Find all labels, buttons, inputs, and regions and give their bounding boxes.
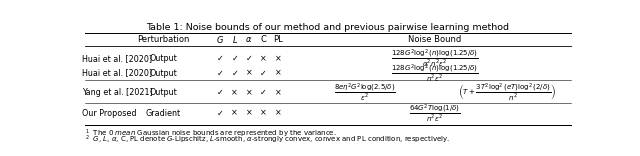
- Text: ×: ×: [275, 109, 281, 117]
- Text: ✓: ✓: [246, 54, 253, 63]
- Text: ×: ×: [275, 54, 281, 63]
- Text: $\dfrac{8e\eta^2 G^2\log(2.5/\delta)}{\varepsilon^2}$: $\dfrac{8e\eta^2 G^2\log(2.5/\delta)}{\v…: [334, 82, 396, 103]
- Text: ×: ×: [260, 54, 267, 63]
- Text: $^2$  $G$, $L$, $\alpha$, C, PL denote $G$-Lipschitz, $L$-smooth, $\alpha$-stron: $^2$ $G$, $L$, $\alpha$, C, PL denote $G…: [85, 133, 450, 146]
- Text: ×: ×: [232, 109, 238, 117]
- Text: Gradient: Gradient: [146, 109, 181, 117]
- Text: Huai et al. [2020]: Huai et al. [2020]: [83, 54, 152, 63]
- Text: ×: ×: [246, 68, 253, 78]
- Text: ✓: ✓: [217, 88, 224, 97]
- Text: $\dfrac{128G^2\log^2(n)\log(1.25/\delta)}{n^2\varepsilon^2}$: $\dfrac{128G^2\log^2(n)\log(1.25/\delta)…: [391, 62, 479, 84]
- Text: ✓: ✓: [217, 109, 224, 117]
- Text: Huai et al. [2020]: Huai et al. [2020]: [83, 68, 152, 78]
- Text: ✓: ✓: [217, 54, 224, 63]
- Text: ×: ×: [232, 88, 238, 97]
- Text: ×: ×: [246, 109, 253, 117]
- Text: ✓: ✓: [232, 68, 238, 78]
- Text: Table 1: Noise bounds of our method and previous pairwise learning method: Table 1: Noise bounds of our method and …: [147, 23, 509, 32]
- Text: ✓: ✓: [232, 54, 238, 63]
- Text: Output: Output: [150, 68, 177, 78]
- Text: PL: PL: [273, 35, 283, 44]
- Text: Our Proposed: Our Proposed: [83, 109, 137, 117]
- Text: Perturbation: Perturbation: [137, 35, 189, 44]
- Text: Yang et al. [2021]: Yang et al. [2021]: [83, 88, 153, 97]
- Text: $\alpha$: $\alpha$: [245, 35, 253, 44]
- Text: $\dfrac{128G^2\log^2(n)\log(1.25/\delta)}{\alpha^2 n^2\varepsilon^2}$: $\dfrac{128G^2\log^2(n)\log(1.25/\delta)…: [391, 48, 479, 69]
- Text: $L$: $L$: [232, 34, 238, 45]
- Text: Output: Output: [150, 88, 177, 97]
- Text: ×: ×: [275, 68, 281, 78]
- Text: ×: ×: [275, 88, 281, 97]
- Text: ✓: ✓: [260, 88, 267, 97]
- Text: ×: ×: [260, 109, 267, 117]
- Text: $G$: $G$: [216, 34, 225, 45]
- Text: $\left(T+\dfrac{3T^2\log^2(eT)\log^2(2/\delta)}{n^2}\right)$: $\left(T+\dfrac{3T^2\log^2(eT)\log^2(2/\…: [458, 82, 556, 103]
- Text: Output: Output: [150, 54, 177, 63]
- Text: $\dfrac{64G^2 T\log(1/\delta)}{n^2\varepsilon^2}$: $\dfrac{64G^2 T\log(1/\delta)}{n^2\varep…: [409, 102, 460, 124]
- Text: $^1$  The $\mathit{0\ mean}$ Gaussian noise bounds are represented by the varian: $^1$ The $\mathit{0\ mean}$ Gaussian noi…: [85, 127, 337, 140]
- Text: ×: ×: [246, 88, 253, 97]
- Text: C: C: [260, 35, 266, 44]
- Text: Noise Bound: Noise Bound: [408, 35, 461, 44]
- Text: ✓: ✓: [217, 68, 224, 78]
- Text: ✓: ✓: [260, 68, 267, 78]
